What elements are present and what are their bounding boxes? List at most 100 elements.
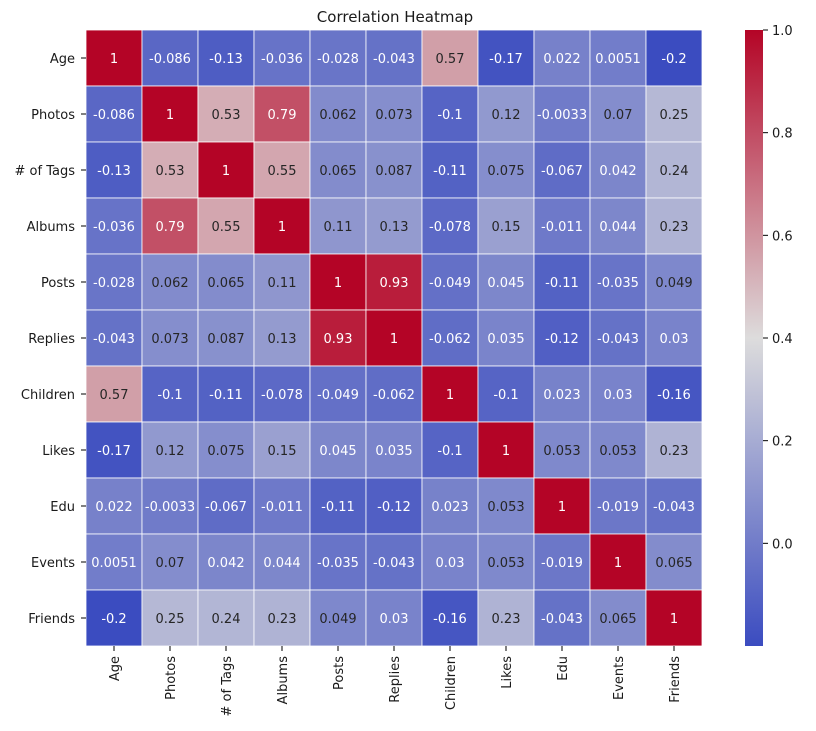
cell-value-label: 1 <box>446 388 454 403</box>
y-tick-label: # of Tags <box>15 164 76 179</box>
cell-value-label: 0.022 <box>95 500 132 515</box>
x-tick-label: # of Tags <box>220 656 235 717</box>
y-tick-label: Events <box>31 556 75 571</box>
cell-value-label: 0.23 <box>268 612 297 627</box>
heatmap-cell-labels: 1 -0.086 -0.13 -0.036 -0.028 -0.043 0.57 -0.17 0… <box>91 52 695 627</box>
heatmap-cell-2-6 <box>421 141 479 199</box>
heatmap-cell-1-8 <box>533 85 591 143</box>
cell-value-label: 0.035 <box>375 444 412 459</box>
x-tick-label: Events <box>612 656 627 700</box>
cell-value-label: 0.12 <box>492 108 521 123</box>
x-tick-label: Children <box>444 656 459 710</box>
heatmap-cell-6-7 <box>477 365 535 423</box>
cell-value-label: -0.019 <box>541 556 583 571</box>
cell-value-label: 0.065 <box>319 164 356 179</box>
cell-value-label: -0.1 <box>437 444 462 459</box>
cell-value-label: 1 <box>110 52 118 67</box>
colorbar: 0.0 0.2 0.4 0.6 0.8 1.0 <box>745 24 793 646</box>
colorbar-tick-label: 0.4 <box>772 332 793 347</box>
heatmap-cell-6-9 <box>589 365 647 423</box>
heatmap-cell-6-8 <box>533 365 591 423</box>
heatmap-cell-2-5 <box>365 141 423 199</box>
cell-value-label: 0.045 <box>487 276 524 291</box>
cell-value-label: 0.11 <box>268 276 297 291</box>
colorbar-tick-label: 0.2 <box>772 435 793 450</box>
heatmap-cell-4-1 <box>141 253 199 311</box>
heatmap-cell-5-3 <box>253 309 311 367</box>
cell-value-label: -0.035 <box>597 276 639 291</box>
cell-value-label: -0.086 <box>149 52 191 67</box>
cell-value-label: 0.0051 <box>595 52 641 67</box>
x-tick-label: Age <box>108 656 123 681</box>
heatmap-cell-4-5 <box>365 253 423 311</box>
heatmap-cell-5-8 <box>533 309 591 367</box>
x-tick-label: Albums <box>276 656 291 705</box>
cell-value-label: -0.036 <box>93 220 135 235</box>
cell-value-label: 0.053 <box>487 556 524 571</box>
heatmap-cell-10-4 <box>309 589 367 647</box>
cell-value-label: 0.065 <box>599 612 636 627</box>
cell-value-label: -0.11 <box>545 276 579 291</box>
cell-value-label: 0.023 <box>543 388 580 403</box>
heatmap-cell-4-10 <box>645 253 703 311</box>
colorbar-tick-label: 0.6 <box>772 229 793 244</box>
cell-value-label: -0.11 <box>321 500 355 515</box>
cell-value-label: 0.03 <box>604 388 633 403</box>
cell-value-label: 0.23 <box>492 612 521 627</box>
heatmap-cell-7-7 <box>477 421 535 479</box>
heatmap-cell-3-6 <box>421 197 479 255</box>
heatmap-cell-7-0 <box>85 421 143 479</box>
cell-value-label: -0.17 <box>97 444 131 459</box>
heatmap-cell-0-10 <box>645 29 703 87</box>
chart-title: Correlation Heatmap <box>317 8 473 26</box>
heatmap-cell-3-2 <box>197 197 255 255</box>
cell-value-label: 0.13 <box>268 332 297 347</box>
heatmap-cell-3-3 <box>253 197 311 255</box>
heatmap-cell-1-10 <box>645 85 703 143</box>
cell-value-label: 0.053 <box>599 444 636 459</box>
cell-value-label: -0.0033 <box>537 108 587 123</box>
cell-value-label: 1 <box>166 108 174 123</box>
cell-value-label: 0.023 <box>431 500 468 515</box>
cell-value-label: -0.043 <box>93 332 135 347</box>
cell-value-label: -0.028 <box>93 276 135 291</box>
heatmap-cell-2-2 <box>197 141 255 199</box>
heatmap-cell-9-3 <box>253 533 311 591</box>
heatmap-cell-9-10 <box>645 533 703 591</box>
cell-value-label: -0.078 <box>261 388 303 403</box>
x-tick-label: Likes <box>500 656 515 689</box>
cell-value-label: -0.043 <box>597 332 639 347</box>
heatmap-cell-3-5 <box>365 197 423 255</box>
heatmap-cell-6-2 <box>197 365 255 423</box>
y-tick-label: Posts <box>41 276 75 291</box>
heatmap-cell-9-0 <box>85 533 143 591</box>
cell-value-label: 0.062 <box>319 108 356 123</box>
cell-value-label: 0.053 <box>543 444 580 459</box>
y-tick-label: Age <box>50 52 75 67</box>
heatmap-cell-2-0 <box>85 141 143 199</box>
heatmap-cell-3-8 <box>533 197 591 255</box>
cell-value-label: -0.043 <box>541 612 583 627</box>
cell-value-label: 0.053 <box>487 500 524 515</box>
cell-value-label: -0.019 <box>597 500 639 515</box>
cell-value-label: -0.1 <box>437 108 462 123</box>
heatmap-cell-1-0 <box>85 85 143 143</box>
y-tick-label: Replies <box>28 332 75 347</box>
cell-value-label: 0.15 <box>268 444 297 459</box>
heatmap-cell-7-1 <box>141 421 199 479</box>
cell-value-label: 0.57 <box>436 52 465 67</box>
cell-value-label: -0.17 <box>489 52 523 67</box>
heatmap-cell-0-5 <box>365 29 423 87</box>
cell-value-label: -0.12 <box>377 500 411 515</box>
cell-value-label: 0.075 <box>207 444 244 459</box>
heatmap-cell-1-5 <box>365 85 423 143</box>
cell-value-label: -0.078 <box>429 220 471 235</box>
heatmap-cell-8-2 <box>197 477 255 535</box>
cell-value-label: 1 <box>222 164 230 179</box>
y-tick-label: Children <box>21 388 75 403</box>
cell-value-label: -0.028 <box>317 52 359 67</box>
cell-value-label: -0.062 <box>373 388 415 403</box>
cell-value-label: -0.16 <box>657 388 691 403</box>
heatmap-cell-10-10 <box>645 589 703 647</box>
